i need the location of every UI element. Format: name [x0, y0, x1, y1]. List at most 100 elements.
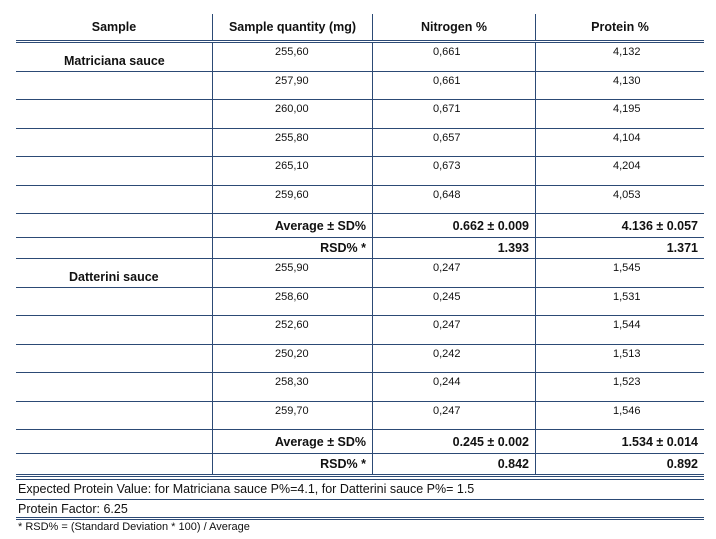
- protein-cell: 4,195: [536, 100, 704, 128]
- average-row: Average ± SD% 0.662 ± 0.009 4.136 ± 0.057: [16, 214, 704, 238]
- nitrogen-value: 0,673: [433, 160, 461, 172]
- empty-cell: [16, 454, 213, 474]
- protein-value: 1,513: [613, 347, 641, 360]
- average-protein: 1.534 ± 0.014: [621, 435, 698, 449]
- protein-cell: 1,531: [536, 288, 704, 316]
- quantity-cell: 250,20: [213, 344, 373, 372]
- quantity-cell: 265,10: [213, 157, 373, 185]
- quantity-value: 255,80: [275, 131, 309, 144]
- nitrogen-cell: 0,671: [373, 100, 536, 128]
- sample-cell: Datterini sauce: [16, 259, 213, 287]
- nitrogen-cell: 0,657: [373, 128, 536, 156]
- rsd-footnote: * RSD% = (Standard Deviation * 100) / Av…: [18, 521, 250, 533]
- quantity-value: 258,60: [275, 290, 309, 303]
- quantity-value: 258,30: [275, 376, 309, 388]
- table-row: 265,10 0,673 4,204: [16, 157, 704, 186]
- protein-cell: 4,053: [536, 186, 704, 214]
- sample-cell: [16, 71, 213, 99]
- nitrogen-cell: 0,673: [373, 157, 536, 185]
- table-row: 258,30 0,244 1,523: [16, 373, 704, 402]
- sample-cell: [16, 401, 213, 429]
- table-row: 258,60 0,245 1,531: [16, 287, 704, 316]
- protein-value: 4,204: [613, 160, 641, 172]
- protein-factor-text: Protein Factor: 6.25: [18, 502, 128, 516]
- table-header-row: Sample Sample quantity (mg) Nitrogen % P…: [16, 14, 704, 43]
- nitrogen-value: 0,247: [433, 319, 461, 331]
- quantity-cell: 255,90: [213, 259, 373, 287]
- average-nitrogen: 0.245 ± 0.002: [373, 430, 536, 453]
- protein-cell: 1,545: [536, 259, 704, 287]
- table-row: 259,70 0,247 1,546: [16, 401, 704, 430]
- table-row: 259,60 0,648 4,053: [16, 185, 704, 214]
- nitrogen-cell: 0,244: [373, 373, 536, 401]
- protein-value: 4,132: [613, 46, 641, 58]
- nitrogen-value: 0,242: [433, 347, 461, 360]
- quantity-cell: 255,60: [213, 43, 373, 71]
- protein-cell: 1,513: [536, 345, 704, 373]
- quantity-cell: 259,70: [213, 401, 373, 429]
- table-row: 255,80 0,657 4,104: [16, 128, 704, 157]
- quantity-value: 257,90: [275, 74, 309, 87]
- footer-divider: [16, 517, 704, 520]
- average-row: Average ± SD% 0.245 ± 0.002 1.534 ± 0.014: [16, 430, 704, 454]
- nitrogen-cell: 0,242: [373, 344, 536, 372]
- protein-value: 4,104: [613, 131, 641, 144]
- quantity-value: 265,10: [275, 160, 309, 172]
- sample-cell: [16, 344, 213, 372]
- protein-value: 1,546: [613, 404, 641, 417]
- nitrogen-value: 0,661: [433, 74, 461, 87]
- rsd-nitrogen: 0.842: [373, 454, 536, 474]
- quantity-value: 255,60: [275, 46, 309, 58]
- average-label: Average ± SD%: [213, 430, 373, 453]
- table-row: Matriciana sauce 255,60 0,661 4,132: [16, 43, 704, 72]
- nitrogen-value: 0,661: [433, 46, 461, 58]
- quantity-cell: 258,30: [213, 373, 373, 401]
- average-protein: 4.136 ± 0.057: [621, 219, 698, 233]
- sample-cell: Matriciana sauce: [16, 43, 213, 71]
- quantity-cell: 259,60: [213, 185, 373, 213]
- protein-value: 1,531: [613, 290, 641, 303]
- protein-cell: 1,523: [536, 373, 704, 401]
- table-row: Datterini sauce 255,90 0,247 1,545: [16, 259, 704, 288]
- protein-value: 4,130: [613, 74, 641, 87]
- average-nitrogen: 0.662 ± 0.009: [373, 214, 536, 237]
- nitrogen-value: 0,648: [433, 188, 461, 201]
- quantity-cell: 255,80: [213, 128, 373, 156]
- rsd-row: RSD% * 0.842 0.892: [16, 454, 704, 477]
- table-row: 252,60 0,247 1,544: [16, 316, 704, 345]
- rsd-protein: 1.371: [666, 241, 698, 255]
- header-sample: Sample: [16, 14, 213, 40]
- header-nitrogen: Nitrogen %: [373, 14, 536, 40]
- sample-group-name: Matriciana sauce: [64, 54, 165, 68]
- nitrogen-value: 0,247: [433, 262, 461, 274]
- protein-cell: 4,130: [536, 72, 704, 100]
- rsd-protein: 0.892: [666, 457, 698, 471]
- quantity-cell: 260,00: [213, 100, 373, 128]
- nitrogen-cell: 0,661: [373, 71, 536, 99]
- sample-cell: [16, 185, 213, 213]
- protein-value: 4,053: [613, 188, 641, 201]
- protein-value: 1,545: [613, 262, 641, 274]
- footer-divider: [16, 479, 704, 480]
- quantity-value: 252,60: [275, 319, 309, 331]
- sample-cell: [16, 128, 213, 156]
- empty-cell: [16, 238, 213, 258]
- nitrogen-cell: 0,661: [373, 43, 536, 71]
- nitrogen-value: 0,247: [433, 404, 461, 417]
- footer-divider: [16, 499, 704, 500]
- nitrogen-cell: 0,247: [373, 401, 536, 429]
- quantity-cell: 258,60: [213, 287, 373, 315]
- quantity-value: 255,90: [275, 262, 309, 274]
- protein-value: 1,544: [613, 319, 641, 331]
- protein-value: 4,195: [613, 103, 641, 115]
- quantity-value: 250,20: [275, 347, 309, 360]
- rsd-label: RSD% *: [213, 454, 373, 474]
- rsd-row: RSD% * 1.393 1.371: [16, 238, 704, 259]
- expected-protein-text: Expected Protein Value: for Matriciana s…: [18, 482, 475, 496]
- quantity-cell: 257,90: [213, 71, 373, 99]
- nitrogen-cell: 0,247: [373, 259, 536, 287]
- nitrogen-cell: 0,247: [373, 316, 536, 344]
- protein-cell: 4,204: [536, 157, 704, 185]
- protein-cell: 4,104: [536, 129, 704, 157]
- sample-cell: [16, 316, 213, 344]
